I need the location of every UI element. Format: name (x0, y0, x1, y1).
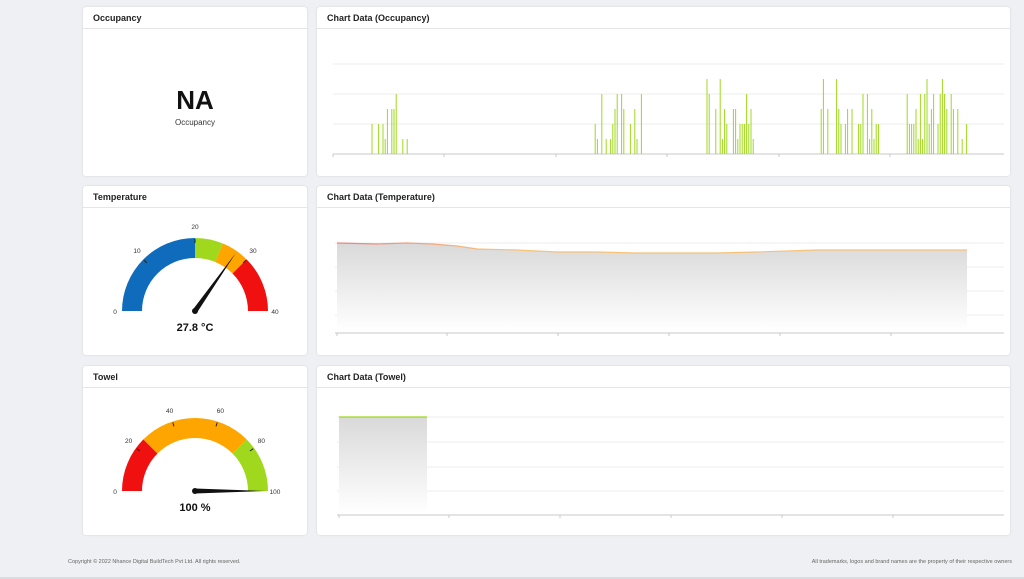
temperature-gauge-tick-label: 20 (191, 224, 199, 231)
temperature-chart-title: Chart Data (Temperature) (317, 186, 1010, 208)
temperature-gauge-tick (242, 259, 247, 264)
temperature-chart (335, 242, 1004, 336)
occupancy-body: NA Occupancy (83, 30, 307, 176)
towel-gauge: 0 20 40 60 80 100 100 % (113, 408, 281, 514)
temperature-gauge-tick-label: 0 (113, 309, 117, 316)
temperature-card: Temperature 0 10 20 30 40 27.8 °C (83, 186, 307, 355)
temperature-gauge-band (195, 238, 223, 263)
occupancy-card: Occupancy NA Occupancy (83, 7, 307, 176)
temperature-gauge-needle (192, 252, 236, 313)
temperature-chart-card: Chart Data (Temperature) (317, 186, 1010, 355)
footer-copyright: Copyright © 2022 Nhance Digital BuildTec… (68, 559, 241, 565)
occupancy-chart (332, 63, 1004, 157)
occupancy-value: NA (176, 85, 214, 115)
towel-gauge-tick-label: 100 (270, 489, 281, 496)
towel-title: Towel (83, 366, 307, 388)
temperature-gauge: 0 10 20 30 40 27.8 °C (113, 224, 279, 334)
towel-gauge-tick (172, 422, 175, 427)
occupancy-title: Occupancy (83, 7, 307, 29)
temperature-title: Temperature (83, 186, 307, 208)
towel-chart-title: Chart Data (Towel) (317, 366, 1010, 388)
footer-trademark: All trademarks, logos and brand names ar… (811, 559, 1012, 565)
towel-chart (337, 416, 1004, 518)
temperature-gauge-band (122, 238, 195, 311)
towel-gauge-needle-hub (192, 488, 198, 494)
towel-gauge-tick-label: 20 (125, 438, 133, 445)
towel-gauge-tick (136, 448, 141, 452)
towel-gauge-needle (195, 488, 266, 494)
temperature-body: 0 10 20 30 40 27.8 °C (83, 209, 307, 355)
towel-gauge-tick-label: 0 (113, 489, 117, 496)
occupancy-chart-body (317, 30, 1010, 176)
occupancy-chart-title: Chart Data (Occupancy) (317, 7, 1010, 29)
towel-gauge-tick-label: 60 (217, 408, 225, 415)
temperature-gauge-band (232, 259, 268, 311)
towel-gauge-tick (249, 448, 254, 452)
towel-gauge-value: 100 % (179, 502, 210, 514)
temperature-gauge-value: 27.8 °C (177, 322, 214, 334)
temperature-gauge-tick-label: 10 (133, 248, 141, 255)
towel-gauge-tick (215, 422, 218, 427)
towel-area (339, 417, 427, 513)
temperature-gauge-tick-label: 30 (249, 248, 257, 255)
towel-gauge-tick-label: 80 (258, 438, 266, 445)
temperature-chart-body (317, 209, 1010, 355)
temperature-line (336, 242, 967, 254)
towel-gauge-band (232, 439, 268, 491)
occupancy-chart-card: Chart Data (Occupancy) (317, 7, 1010, 176)
towel-chart-body (317, 389, 1010, 535)
towel-gauge-tick-label: 40 (166, 408, 174, 415)
towel-gauge-band (122, 439, 158, 491)
temperature-gauge-tick-label: 40 (271, 309, 279, 316)
temperature-area (337, 243, 967, 331)
towel-chart-card: Chart Data (Towel) (317, 366, 1010, 535)
towel-body: 0 20 40 60 80 100 100 % (83, 389, 307, 535)
towel-card: Towel 0 20 40 60 80 100 100 % (83, 366, 307, 535)
towel-gauge-band (143, 418, 247, 454)
temperature-gauge-band (215, 243, 247, 274)
occupancy-label: Occupancy (174, 118, 216, 127)
bottom-divider (0, 577, 1024, 579)
temperature-gauge-tick (143, 259, 148, 264)
temperature-gauge-needle-hub (192, 308, 198, 314)
